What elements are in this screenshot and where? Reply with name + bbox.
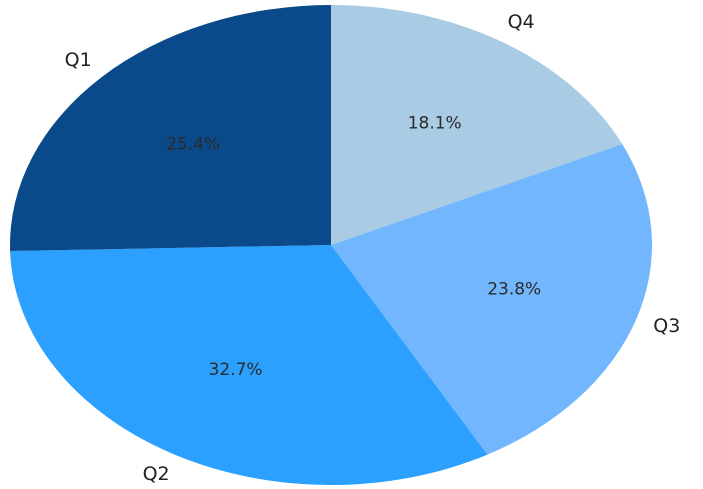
pie-labels: 18.1% Q4 23.8% Q3 32.7% Q2 25.4% Q1 xyxy=(65,11,681,485)
pie-value-label-q4: 18.1% xyxy=(408,114,462,134)
pie-category-label-q2: Q2 xyxy=(143,463,170,485)
pie-slice-q4 xyxy=(331,5,623,245)
pie-slice-q3 xyxy=(331,144,652,455)
pie-category-label-q3: Q3 xyxy=(653,315,680,337)
pie-value-label-q3: 23.8% xyxy=(487,280,541,300)
pie-category-label-q1: Q1 xyxy=(65,49,92,71)
pie-value-label-q1: 25.4% xyxy=(166,135,220,155)
pie-slice-q2 xyxy=(10,245,488,485)
pie-slice-q1 xyxy=(9,5,332,252)
pie-value-label-q2: 32.7% xyxy=(209,360,263,380)
pie-category-label-q4: Q4 xyxy=(508,11,535,33)
pie-slices xyxy=(9,5,652,485)
